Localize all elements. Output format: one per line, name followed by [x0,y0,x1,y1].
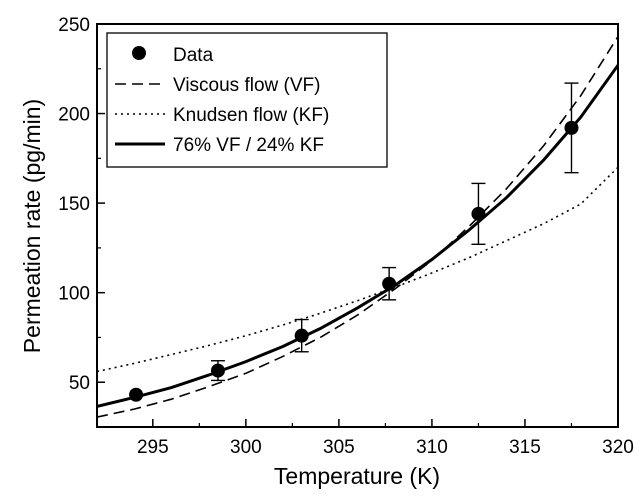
curves-layer [97,36,618,418]
legend-item-76-vf-24-kf: 76% VF / 24% KF [115,135,324,156]
data-point-1 [129,387,144,402]
legend-marker-data [132,46,146,60]
data-point-4 [382,276,397,291]
series-line-viscous-flow-vf [97,36,618,418]
x-tick-label-295: 295 [137,437,169,458]
axis-ticks-layer: 295 300 305 310 315 320 50 100 150 200 250 [58,15,634,458]
data-point-6 [564,120,579,135]
y-tick-label-50: 50 [69,373,90,394]
data-point-3 [294,328,309,343]
legend: Data Viscous flow (VF) Knudsen flow (KF) 76… [106,32,388,168]
x-axis-title: Temperature (K) [274,463,440,489]
legend-item-data: Data [132,45,214,66]
y-tick-label-200: 200 [58,105,90,126]
legend-item-viscous-flow-vf: Viscous flow (VF) [115,75,320,96]
y-tick-label-250: 250 [58,15,90,36]
x-tick-label-320: 320 [602,437,634,458]
y-tick-label-100: 100 [58,284,90,305]
legend-label-76-vf-24-kf: 76% VF / 24% KF [173,135,324,156]
x-tick-label-310: 310 [416,437,448,458]
data-point-2 [210,363,225,378]
legend-item-knudsen-flow-kf: Knudsen flow (KF) [115,105,329,126]
y-tick-label-150: 150 [58,194,90,215]
series-line-knudsen-flow-kf [97,166,618,373]
y-axis-title: Permeation rate (pg/min) [19,99,45,353]
legend-label-knudsen-flow-kf: Knudsen flow (KF) [173,105,329,126]
legend-label-viscous-flow-vf: Viscous flow (VF) [173,75,320,96]
x-tick-label-305: 305 [323,437,355,458]
plot-frame [96,23,619,428]
x-tick-label-315: 315 [509,437,541,458]
legend-label-data: Data [173,45,214,66]
series-line-76-vf-24-kf [97,64,618,408]
x-tick-label-300: 300 [230,437,262,458]
data-points-layer [129,82,579,402]
data-point-5 [471,206,486,221]
